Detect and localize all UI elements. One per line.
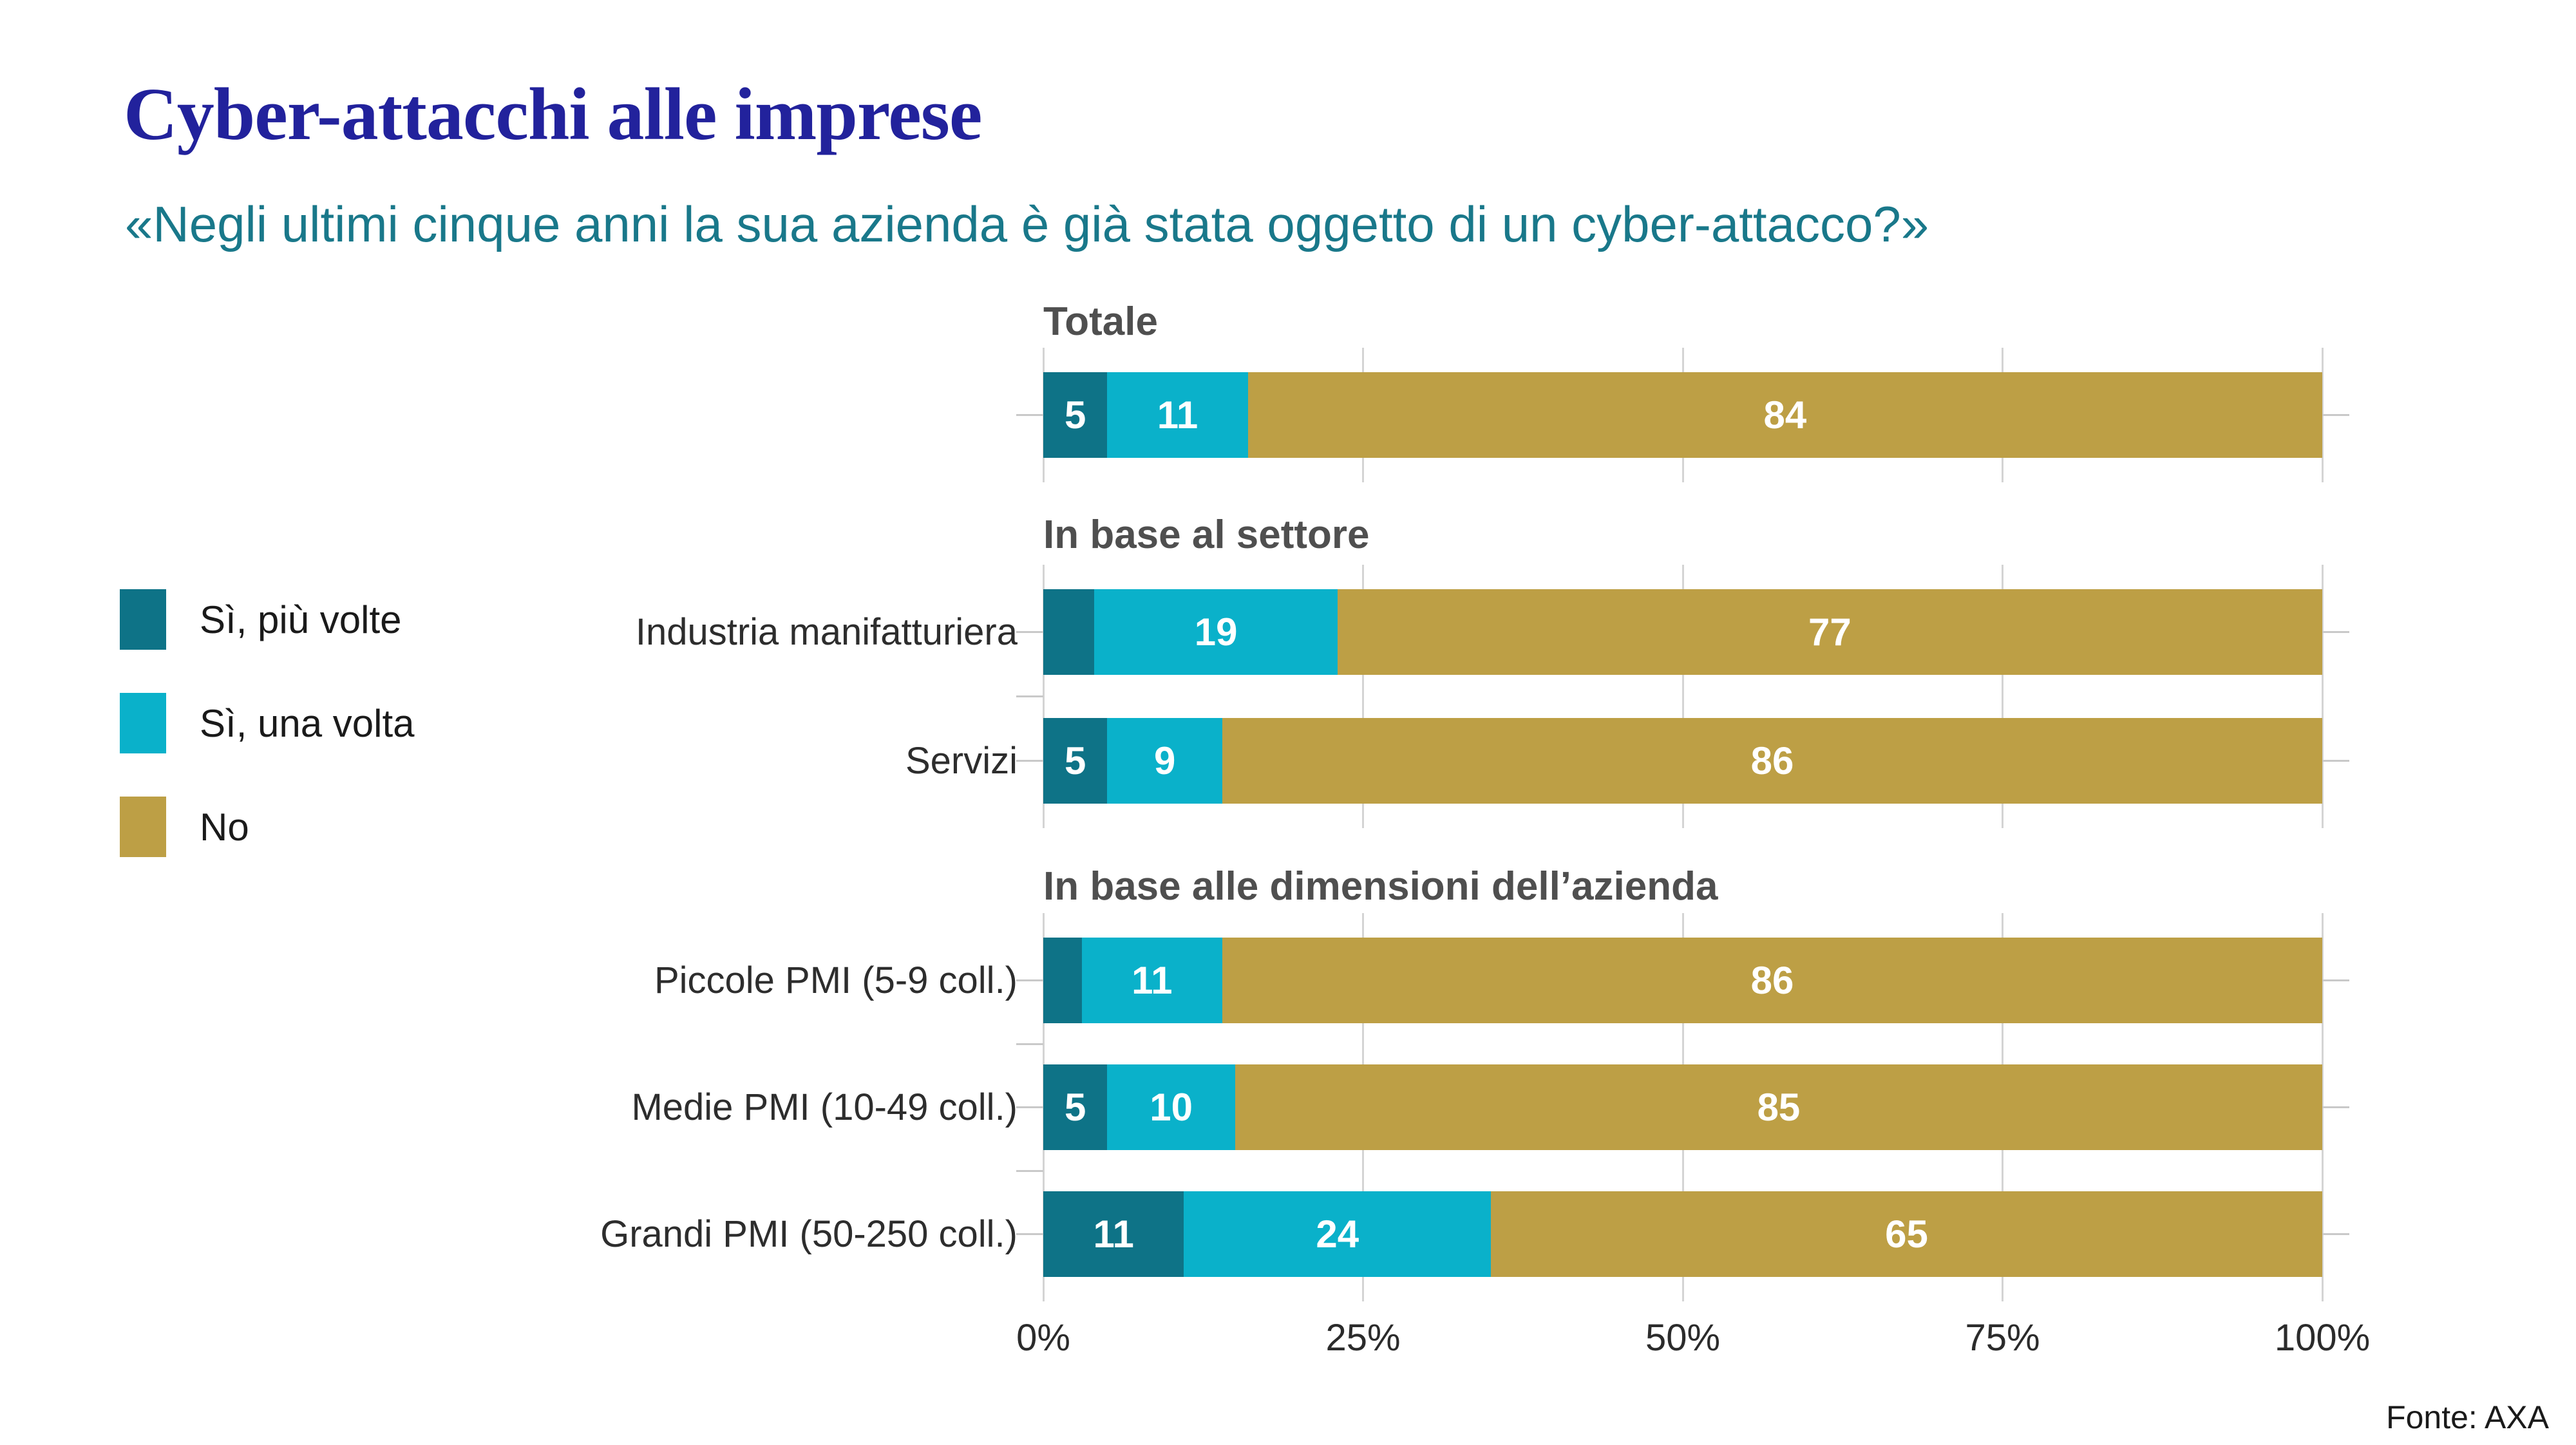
y-tick-left [1016, 760, 1043, 762]
bar-value-label: 19 [1194, 610, 1238, 654]
bar-segment [1043, 938, 1082, 1023]
gridline [1362, 565, 1364, 828]
y-tick-right [2322, 979, 2349, 981]
row-label: Piccole PMI (5-9 coll.) [654, 959, 1018, 1001]
bar-value-label: 77 [1808, 610, 1852, 654]
bar-segment: 85 [1235, 1064, 2322, 1150]
bar-segment: 86 [1222, 938, 2322, 1023]
y-tick-left [1016, 1233, 1043, 1235]
bar-value-label: 11 [1157, 393, 1198, 437]
bar-row: 5 9 86 [1043, 718, 2322, 804]
bar-segment: 10 [1107, 1064, 1235, 1150]
y-tick-boundary [1016, 695, 1043, 697]
row-label: Grandi PMI (50-250 coll.) [600, 1213, 1018, 1255]
bar-value-label: 11 [1093, 1213, 1134, 1256]
row-label: Medie PMI (10-49 coll.) [631, 1086, 1018, 1128]
bar-value-label: 5 [1064, 1086, 1086, 1129]
bar-row: 11 86 [1043, 938, 2322, 1023]
bar-segment: 24 [1184, 1191, 1492, 1277]
gridline [1042, 565, 1045, 828]
bar-row: 19 77 [1043, 589, 2322, 675]
bar-value-label: 9 [1153, 739, 1176, 782]
bar-segment: 11 [1107, 372, 1248, 458]
bar-segment [1043, 589, 1095, 675]
legend-swatch-yes-once-icon [120, 693, 166, 753]
y-tick-left [1016, 631, 1043, 633]
bar-value-label: 24 [1316, 1213, 1359, 1256]
x-axis-label: 0% [1016, 1317, 1070, 1359]
legend-swatch-no-icon [120, 797, 166, 857]
bar-segment: 19 [1094, 589, 1338, 675]
legend-label-no: No [200, 805, 249, 849]
gridline [2321, 565, 2324, 828]
gridline [1681, 565, 1684, 828]
gridline [2002, 565, 2003, 828]
bar-value-label: 11 [1132, 959, 1173, 1002]
row-label: Industria manifatturiera [635, 610, 1018, 653]
page-title: Cyber-attacchi alle imprese [124, 73, 982, 156]
bar-segment: 5 [1043, 1064, 1108, 1150]
x-axis-label: 100% [2274, 1317, 2371, 1359]
legend-item-no: No [120, 796, 249, 858]
y-tick-right [2322, 1233, 2349, 1235]
x-axis-label: 25% [1325, 1317, 1401, 1359]
y-tick-left [1016, 1106, 1043, 1108]
bar-segment: 9 [1107, 718, 1223, 804]
bar-row: 5 10 85 [1043, 1064, 2322, 1150]
bar-value-label: 86 [1750, 959, 1794, 1002]
bar-value-label: 86 [1750, 739, 1794, 782]
bar-segment: 5 [1043, 718, 1108, 804]
y-tick-right [2322, 414, 2349, 416]
survey-question-subtitle: «Negli ultimi cinque anni la sua azienda… [125, 196, 1929, 252]
x-axis-label: 75% [1965, 1317, 2040, 1359]
bar-value-label: 85 [1757, 1086, 1801, 1129]
bar-value-label: 84 [1763, 393, 1807, 437]
bar-segment: 11 [1043, 1191, 1184, 1277]
source-note: Fonte: AXA [2386, 1399, 2549, 1435]
y-tick-left [1016, 414, 1043, 416]
bar-row: 5 11 84 [1043, 372, 2322, 458]
bar-segment: 65 [1491, 1191, 2322, 1277]
row-label: Servizi [905, 739, 1018, 782]
bar-segment: 84 [1247, 372, 2322, 458]
bar-value-label: 5 [1064, 739, 1086, 782]
y-tick-left [1016, 979, 1043, 981]
bar-value-label: 10 [1150, 1086, 1193, 1129]
y-tick-right [2322, 1106, 2349, 1108]
bar-row: 11 24 65 [1043, 1191, 2322, 1277]
bar-value-label: 65 [1885, 1213, 1928, 1256]
bar-segment: 5 [1043, 372, 1108, 458]
y-tick-boundary [1016, 1169, 1043, 1172]
legend-swatch-yes-multiple-icon [120, 589, 166, 650]
bar-segment: 86 [1222, 718, 2322, 804]
x-axis-label: 50% [1645, 1317, 1721, 1359]
section-header: Totale [1043, 299, 1158, 344]
bar-segment: 77 [1337, 589, 2322, 675]
y-tick-right [2322, 760, 2349, 762]
bar-value-label: 5 [1064, 393, 1086, 437]
bar-segment: 11 [1081, 938, 1223, 1023]
section-header: In base al settore [1043, 513, 1370, 557]
section-header: In base alle dimensioni dell’azienda [1043, 864, 1718, 909]
y-tick-boundary [1016, 1043, 1043, 1045]
legend-label-yes-once: Sì, una volta [200, 701, 415, 745]
y-tick-right [2322, 631, 2349, 633]
